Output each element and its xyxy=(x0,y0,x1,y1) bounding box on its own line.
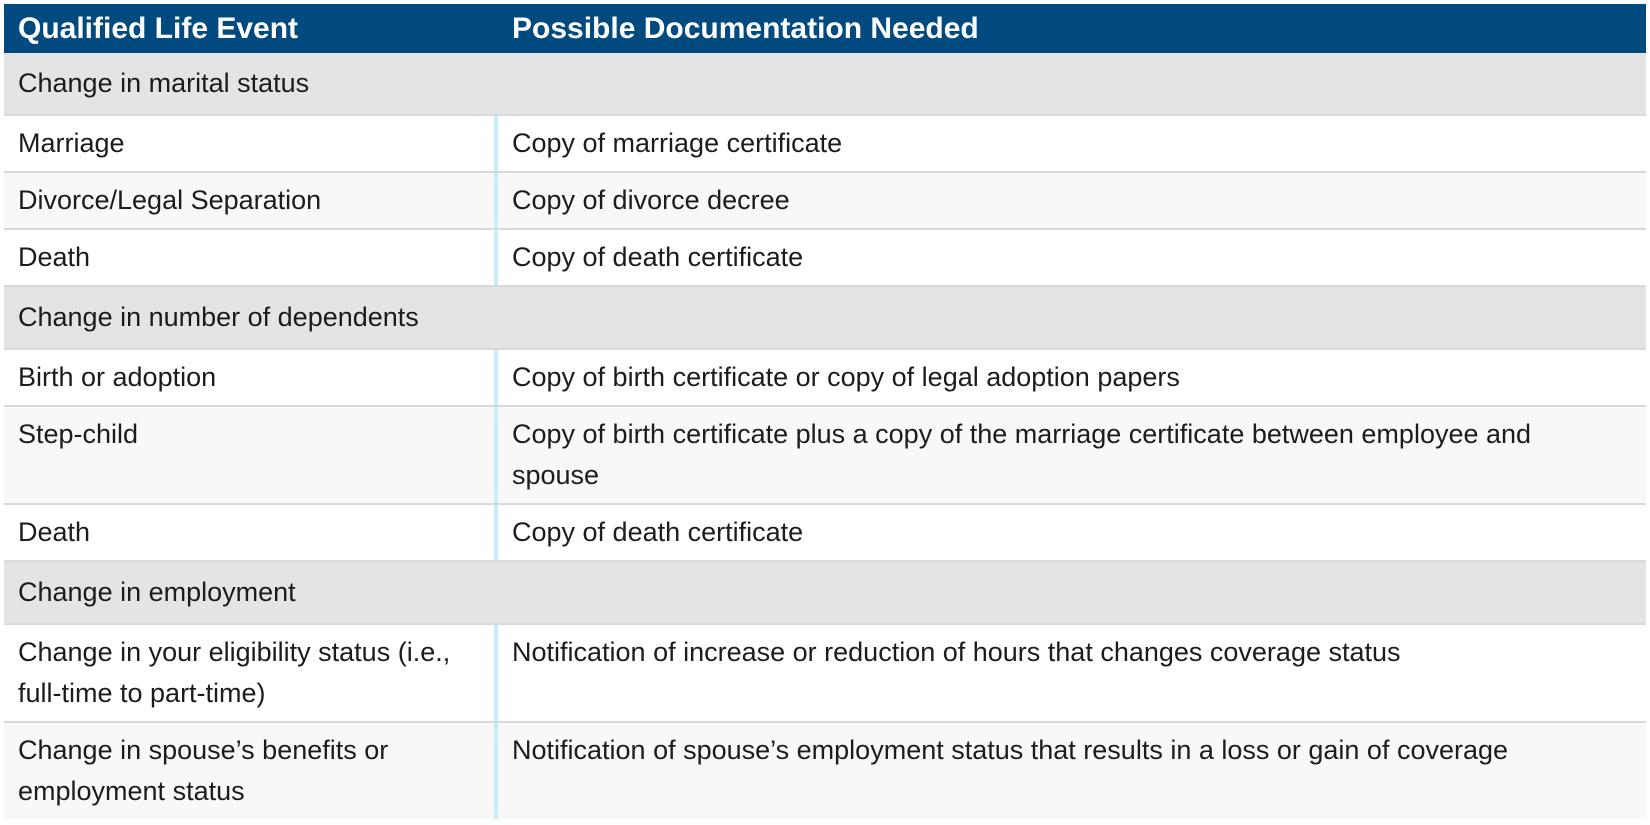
event-cell: Death xyxy=(18,242,91,272)
doc-cell: Notification of increase or reduction of… xyxy=(494,625,1646,721)
event-cell: Step-child xyxy=(18,419,139,449)
doc-cell: Copy of birth certificate or copy of leg… xyxy=(494,350,1646,405)
table-row: Change in spouse’s benefits or employmen… xyxy=(4,721,1646,819)
event-cell: Death xyxy=(18,517,91,547)
qualified-life-event-table: Qualified Life Event Possible Documentat… xyxy=(4,4,1646,819)
section-title: Change in marital status xyxy=(18,68,310,98)
event-cell: Divorce/Legal Separation xyxy=(18,185,322,215)
doc-cell: Copy of divorce decree xyxy=(494,173,1646,228)
table-row: Birth or adoption Copy of birth certific… xyxy=(4,348,1646,405)
section-title: Change in number of dependents xyxy=(18,302,419,332)
section-row-employment: Change in employment xyxy=(4,560,1646,623)
doc-cell: Copy of death certificate xyxy=(494,505,1646,560)
doc-cell: Copy of birth certificate plus a copy of… xyxy=(494,407,1646,503)
doc-cell: Notification of spouse’s employment stat… xyxy=(494,723,1646,819)
section-row-dependents: Change in number of dependents xyxy=(4,285,1646,348)
table-row: Death Copy of death certificate xyxy=(4,503,1646,560)
event-cell: Birth or adoption xyxy=(18,362,217,392)
doc-cell: Copy of death certificate xyxy=(494,230,1646,285)
table-row: Divorce/Legal Separation Copy of divorce… xyxy=(4,171,1646,228)
doc-cell: Copy of marriage certificate xyxy=(494,116,1646,171)
table-row: Marriage Copy of marriage certificate xyxy=(4,114,1646,171)
event-cell: Change in spouse’s benefits or employmen… xyxy=(18,735,389,806)
table-row: Change in your eligibility status (i.e.,… xyxy=(4,623,1646,721)
section-row-marital-status: Change in marital status xyxy=(4,53,1646,114)
table-header-row: Qualified Life Event Possible Documentat… xyxy=(4,4,1646,53)
table-row: Death Copy of death certificate xyxy=(4,228,1646,285)
header-possible-documentation: Possible Documentation Needed xyxy=(512,12,979,45)
table-row: Step-child Copy of birth certificate plu… xyxy=(4,405,1646,503)
event-cell: Marriage xyxy=(18,128,125,158)
event-cell: Change in your eligibility status (i.e.,… xyxy=(18,637,451,708)
header-qualified-life-event: Qualified Life Event xyxy=(18,12,299,45)
section-title: Change in employment xyxy=(18,577,296,607)
